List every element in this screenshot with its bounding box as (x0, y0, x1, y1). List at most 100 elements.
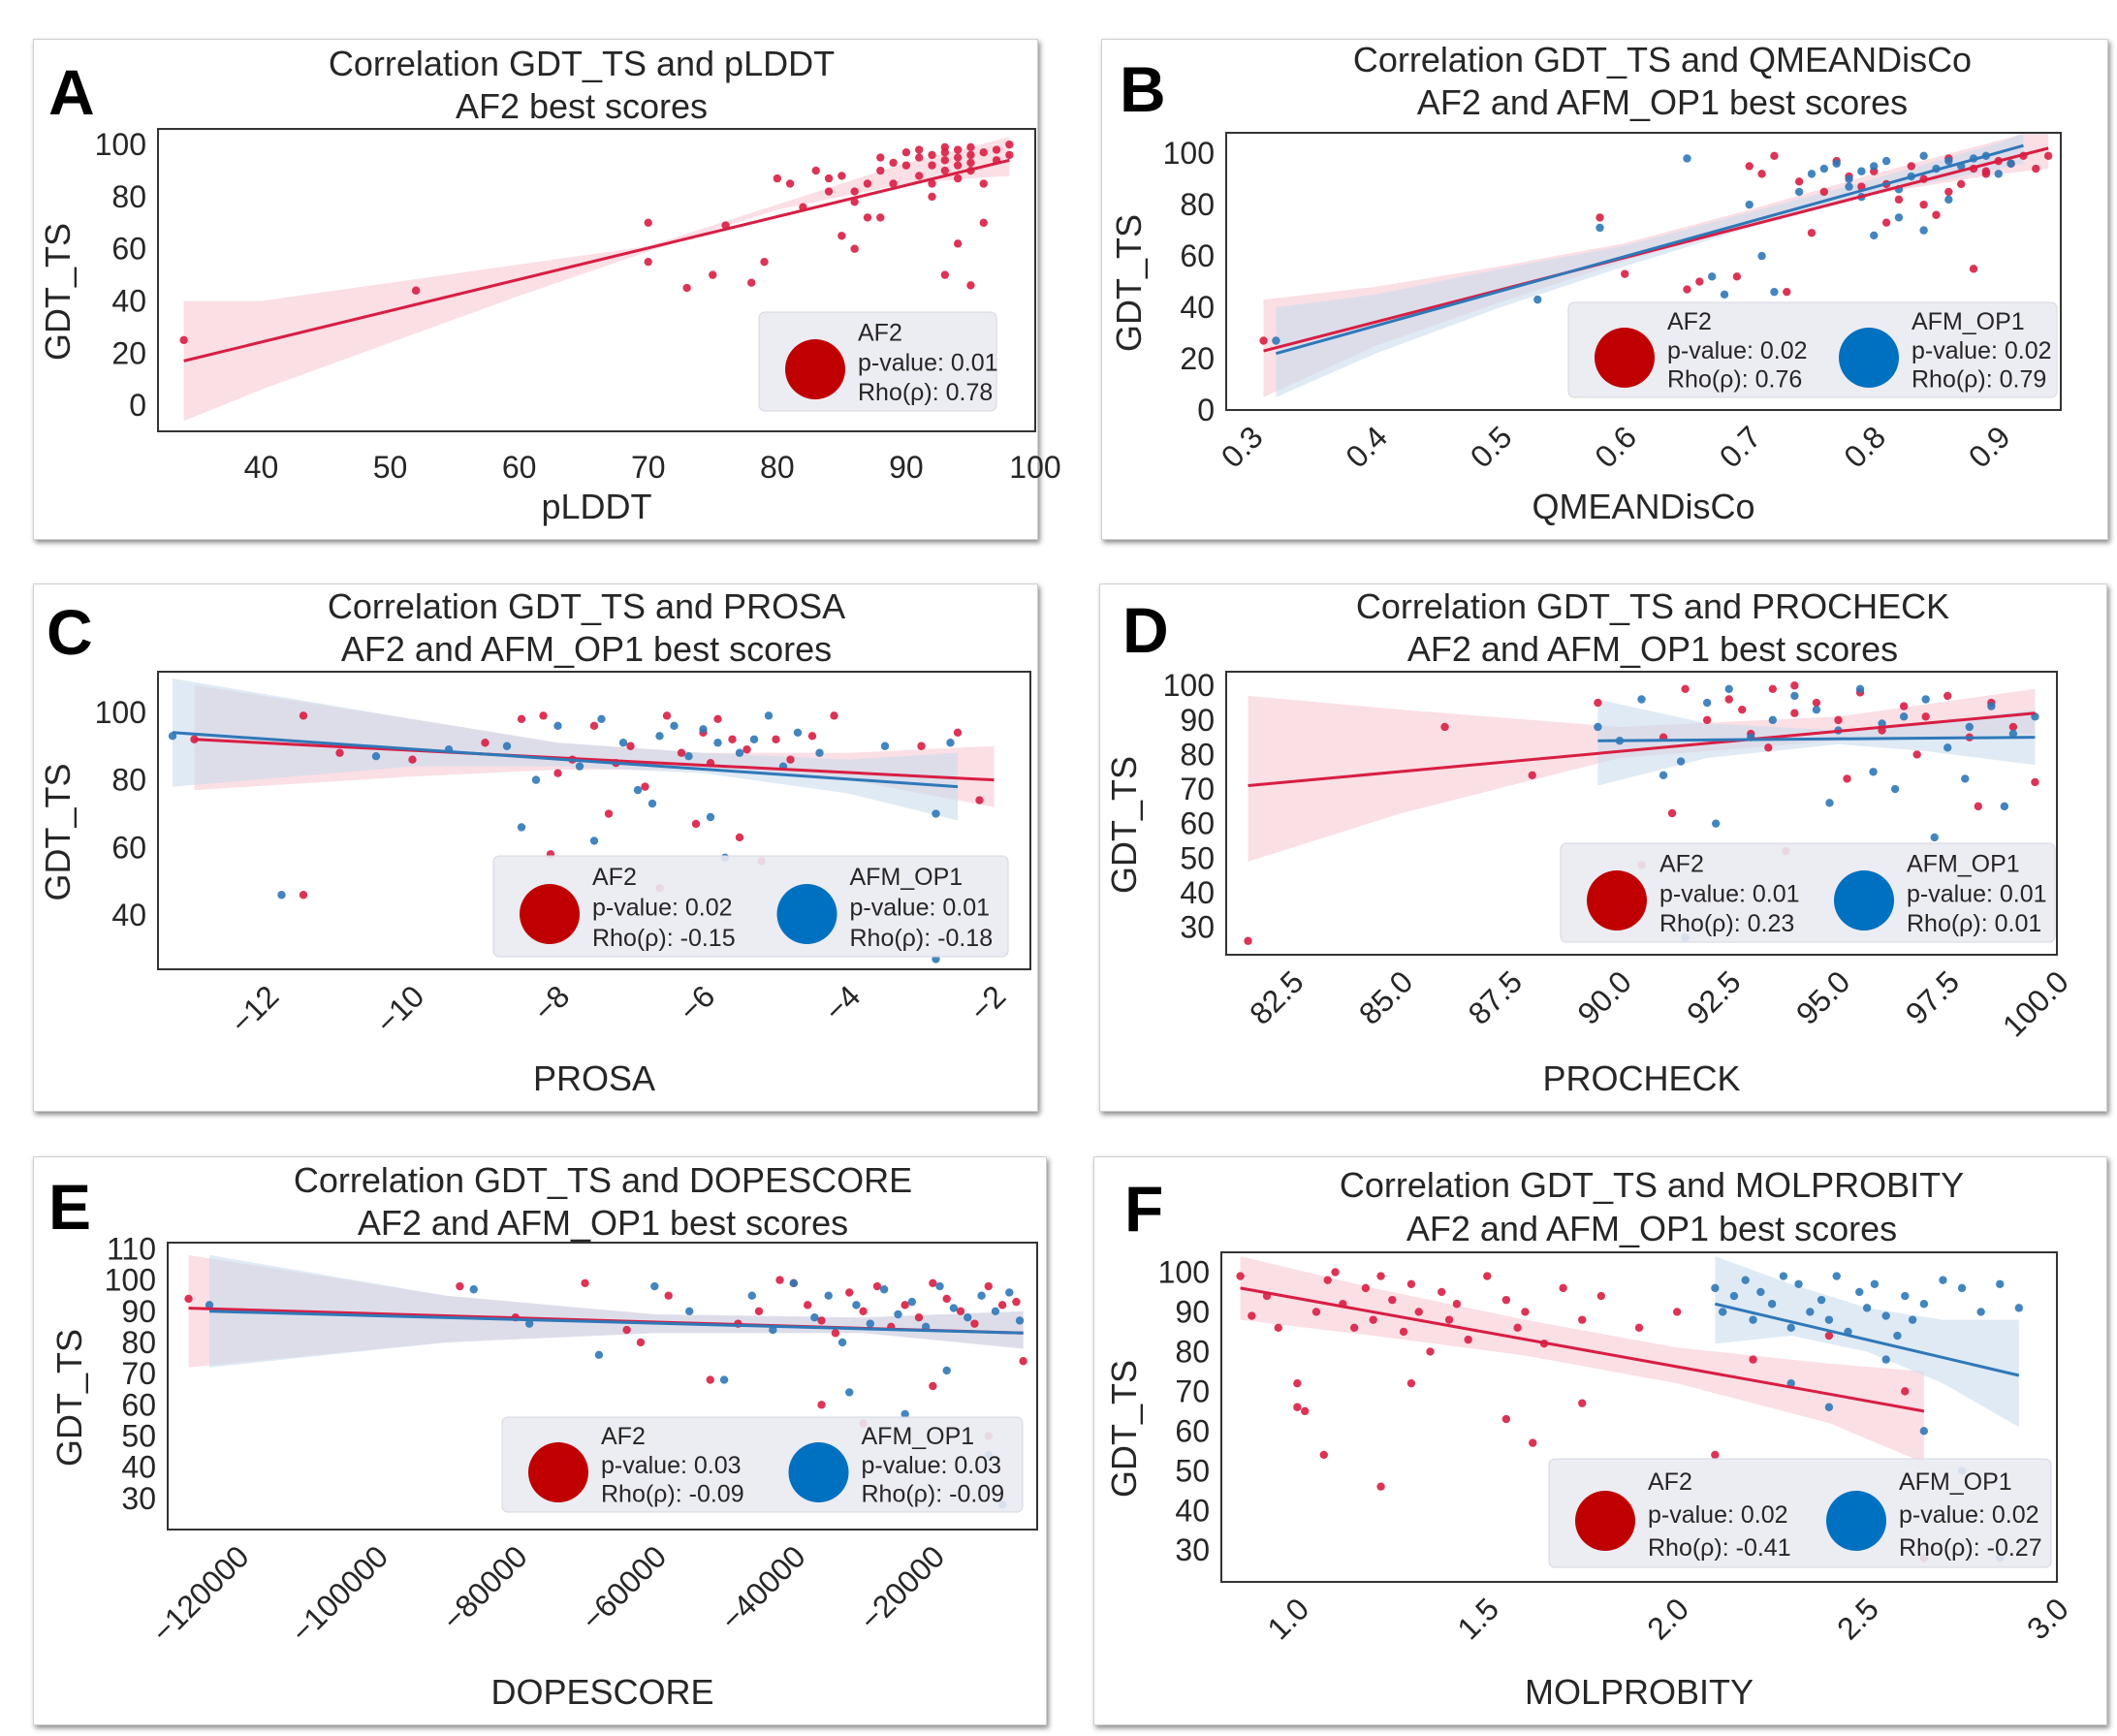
panel-f-afm-op1-point (1824, 1315, 1834, 1324)
panel-d-axes-box (1225, 671, 2058, 956)
panel-e-af2-point (845, 1288, 854, 1297)
panel-b-afm-op1-point (1994, 170, 2003, 178)
panel-d-legend-af2-rho: Rho(ρ): 0.23 (1659, 910, 1794, 937)
panel-c-x-tick-label: −6 (672, 978, 721, 1027)
panel-a-af2-point (953, 174, 963, 183)
panel-b-afm-op1-point (2006, 159, 2015, 168)
panel-a-af2-point (966, 281, 975, 290)
panel-a-af2-point (411, 286, 421, 295)
panel-f-af2-point (1711, 1450, 1720, 1460)
panel-b-afm-op1-point (1944, 156, 1953, 166)
panel-f-afm-op1-point (1817, 1295, 1826, 1305)
panel-d-af2-point (1843, 774, 1851, 783)
panel-a-af2-point (773, 174, 782, 183)
panel-c-y-tick-label: 100 (95, 695, 146, 730)
panel-a-x-tick-label: 50 (373, 450, 408, 485)
panel-e-afm-op1-point (685, 1307, 694, 1315)
panel-b-afm-op1-point (1770, 287, 1779, 297)
panel-a-af2-point (966, 158, 975, 168)
panel-d-y-tick-label: 90 (1180, 703, 1215, 738)
panel-e-y-tick-label: 30 (121, 1481, 156, 1516)
panel-b-af2-point (1981, 167, 1991, 175)
panel-f-af2-point (1464, 1335, 1472, 1344)
panel-f-af2-point (1311, 1308, 1321, 1316)
panel-b-x-axis-label: QMEANDisCo (1532, 487, 1754, 526)
panel-c-af2-point (735, 833, 744, 842)
panel-d-afm-op1-point (1943, 743, 1952, 752)
panel-a-af2-point (785, 179, 795, 188)
panel-a-af2-point (928, 150, 936, 160)
panel-b-af2-point (1259, 336, 1268, 345)
panel-e-subtitle: AF2 and AFM_OP1 best scores (358, 1203, 848, 1243)
panel-a-af2-point (876, 213, 885, 222)
panel-a-af2-point (992, 145, 1001, 154)
panel-c: 40 60 80 100 −12 −10 −8 −6 −4 −2 Correlation GDT_T… (38, 586, 1031, 1098)
panel-c-afm-op1-point (815, 748, 824, 757)
panel-b-afm-op1-point (1894, 213, 1904, 222)
panel-c-letter: C (47, 596, 93, 668)
panel-f-afm-op1-point (1919, 1427, 1929, 1436)
panel-f-af2-point (1426, 1347, 1435, 1356)
panel-d-afm-op1-point (1961, 774, 1970, 783)
panel-d-af2-point (2031, 777, 2039, 787)
panel-d-y-tick-label: 40 (1180, 875, 1215, 910)
panel-e-af2-point (456, 1281, 464, 1291)
panel-d-afm-op1-point (1899, 712, 1909, 721)
panel-d-af2-point (1528, 771, 1536, 780)
panel-c-af2-point (772, 735, 780, 743)
panel-a-af2-point (953, 239, 963, 248)
panel-f-af2-fit-line (1240, 1286, 1925, 1413)
panel-e-afm-op1-point (824, 1291, 833, 1300)
panel-f-y-tick-label: 40 (1175, 1493, 1210, 1528)
panel-b-af2-point (1894, 195, 1904, 205)
panel-a-y-tick-label: 100 (95, 127, 146, 162)
panel-c-legend-af2-label: AF2 (592, 864, 637, 891)
panel-a-x-axis-label: pLDDT (541, 487, 651, 526)
panel-c-y-tick-label: 60 (111, 830, 146, 865)
panel-c-af2-point (743, 745, 751, 754)
panel-c-af2-point (662, 711, 672, 720)
panel-d-af2-point (1899, 702, 1909, 710)
panel-d-afm-op1-point (1890, 784, 1900, 794)
panel-e-af2-point (831, 1329, 840, 1338)
panel-c-afm-op1-point (735, 748, 744, 757)
panel-f-afm-op1-point (1779, 1272, 1788, 1280)
panel-b-afm-op1-point (1794, 187, 1804, 197)
panel-b-afm-op1-fit-line (1276, 143, 2024, 356)
panel-f-y-tick-label: 80 (1175, 1334, 1210, 1369)
panel-b-afm-op1-point (1881, 156, 1891, 166)
panel-b-af2-point (1919, 200, 1928, 209)
panel-d-af2-point (2008, 722, 2018, 732)
panel-a-legend-af2-p-value: p-value: 0.01 (858, 349, 998, 376)
panel-c-legend-af2-p-value: p-value: 0.02 (592, 894, 733, 921)
panel-f-afm-op1-point (1893, 1331, 1902, 1341)
panel-f-legend-afm-op1-marker (1826, 1491, 1886, 1551)
panel-a-plot-area (179, 137, 1014, 422)
panel-f-afm-op1-point (1855, 1287, 1864, 1297)
panel-b-afm-op1-point (1919, 151, 1928, 161)
panel-d-afm-op1-point (1987, 702, 1996, 710)
panel-c-af2-point (335, 748, 344, 757)
panel-d-af2-point (1724, 695, 1733, 704)
panel-d-af2-point (1764, 743, 1773, 752)
panel-e-x-tick-label: −100000 (284, 1538, 395, 1649)
panel-a-af2-point (850, 244, 859, 253)
panel-f-afm-op1-point (1832, 1272, 1841, 1280)
panel-c-legend-afm-op1-rho: Rho(ρ): -0.18 (850, 925, 994, 952)
panel-d-af2-point (1912, 750, 1921, 759)
panel-f-x-tick-label: 2.5 (1830, 1591, 1885, 1646)
panel-f-axes-box (1220, 1251, 2058, 1583)
panel-c-af2-point (786, 755, 795, 764)
panel-f-afm-op1-point (1806, 1308, 1815, 1316)
panel-e-legend-afm-op1-label: AFM_OP1 (862, 1423, 975, 1450)
panel-a-af2-point (876, 153, 885, 162)
panel-e-afm-op1-point (991, 1307, 1000, 1315)
panel-a-af2-point (928, 161, 936, 170)
panel-b-af2-point (1907, 162, 1915, 171)
panel-f-y-tick-label: 100 (1158, 1254, 1210, 1289)
panel-c-afm-op1-point (706, 812, 715, 822)
panel-f-legend-afm-op1-label: AFM_OP1 (1899, 1468, 2012, 1496)
panel-c-afm-op1-point (517, 823, 526, 832)
